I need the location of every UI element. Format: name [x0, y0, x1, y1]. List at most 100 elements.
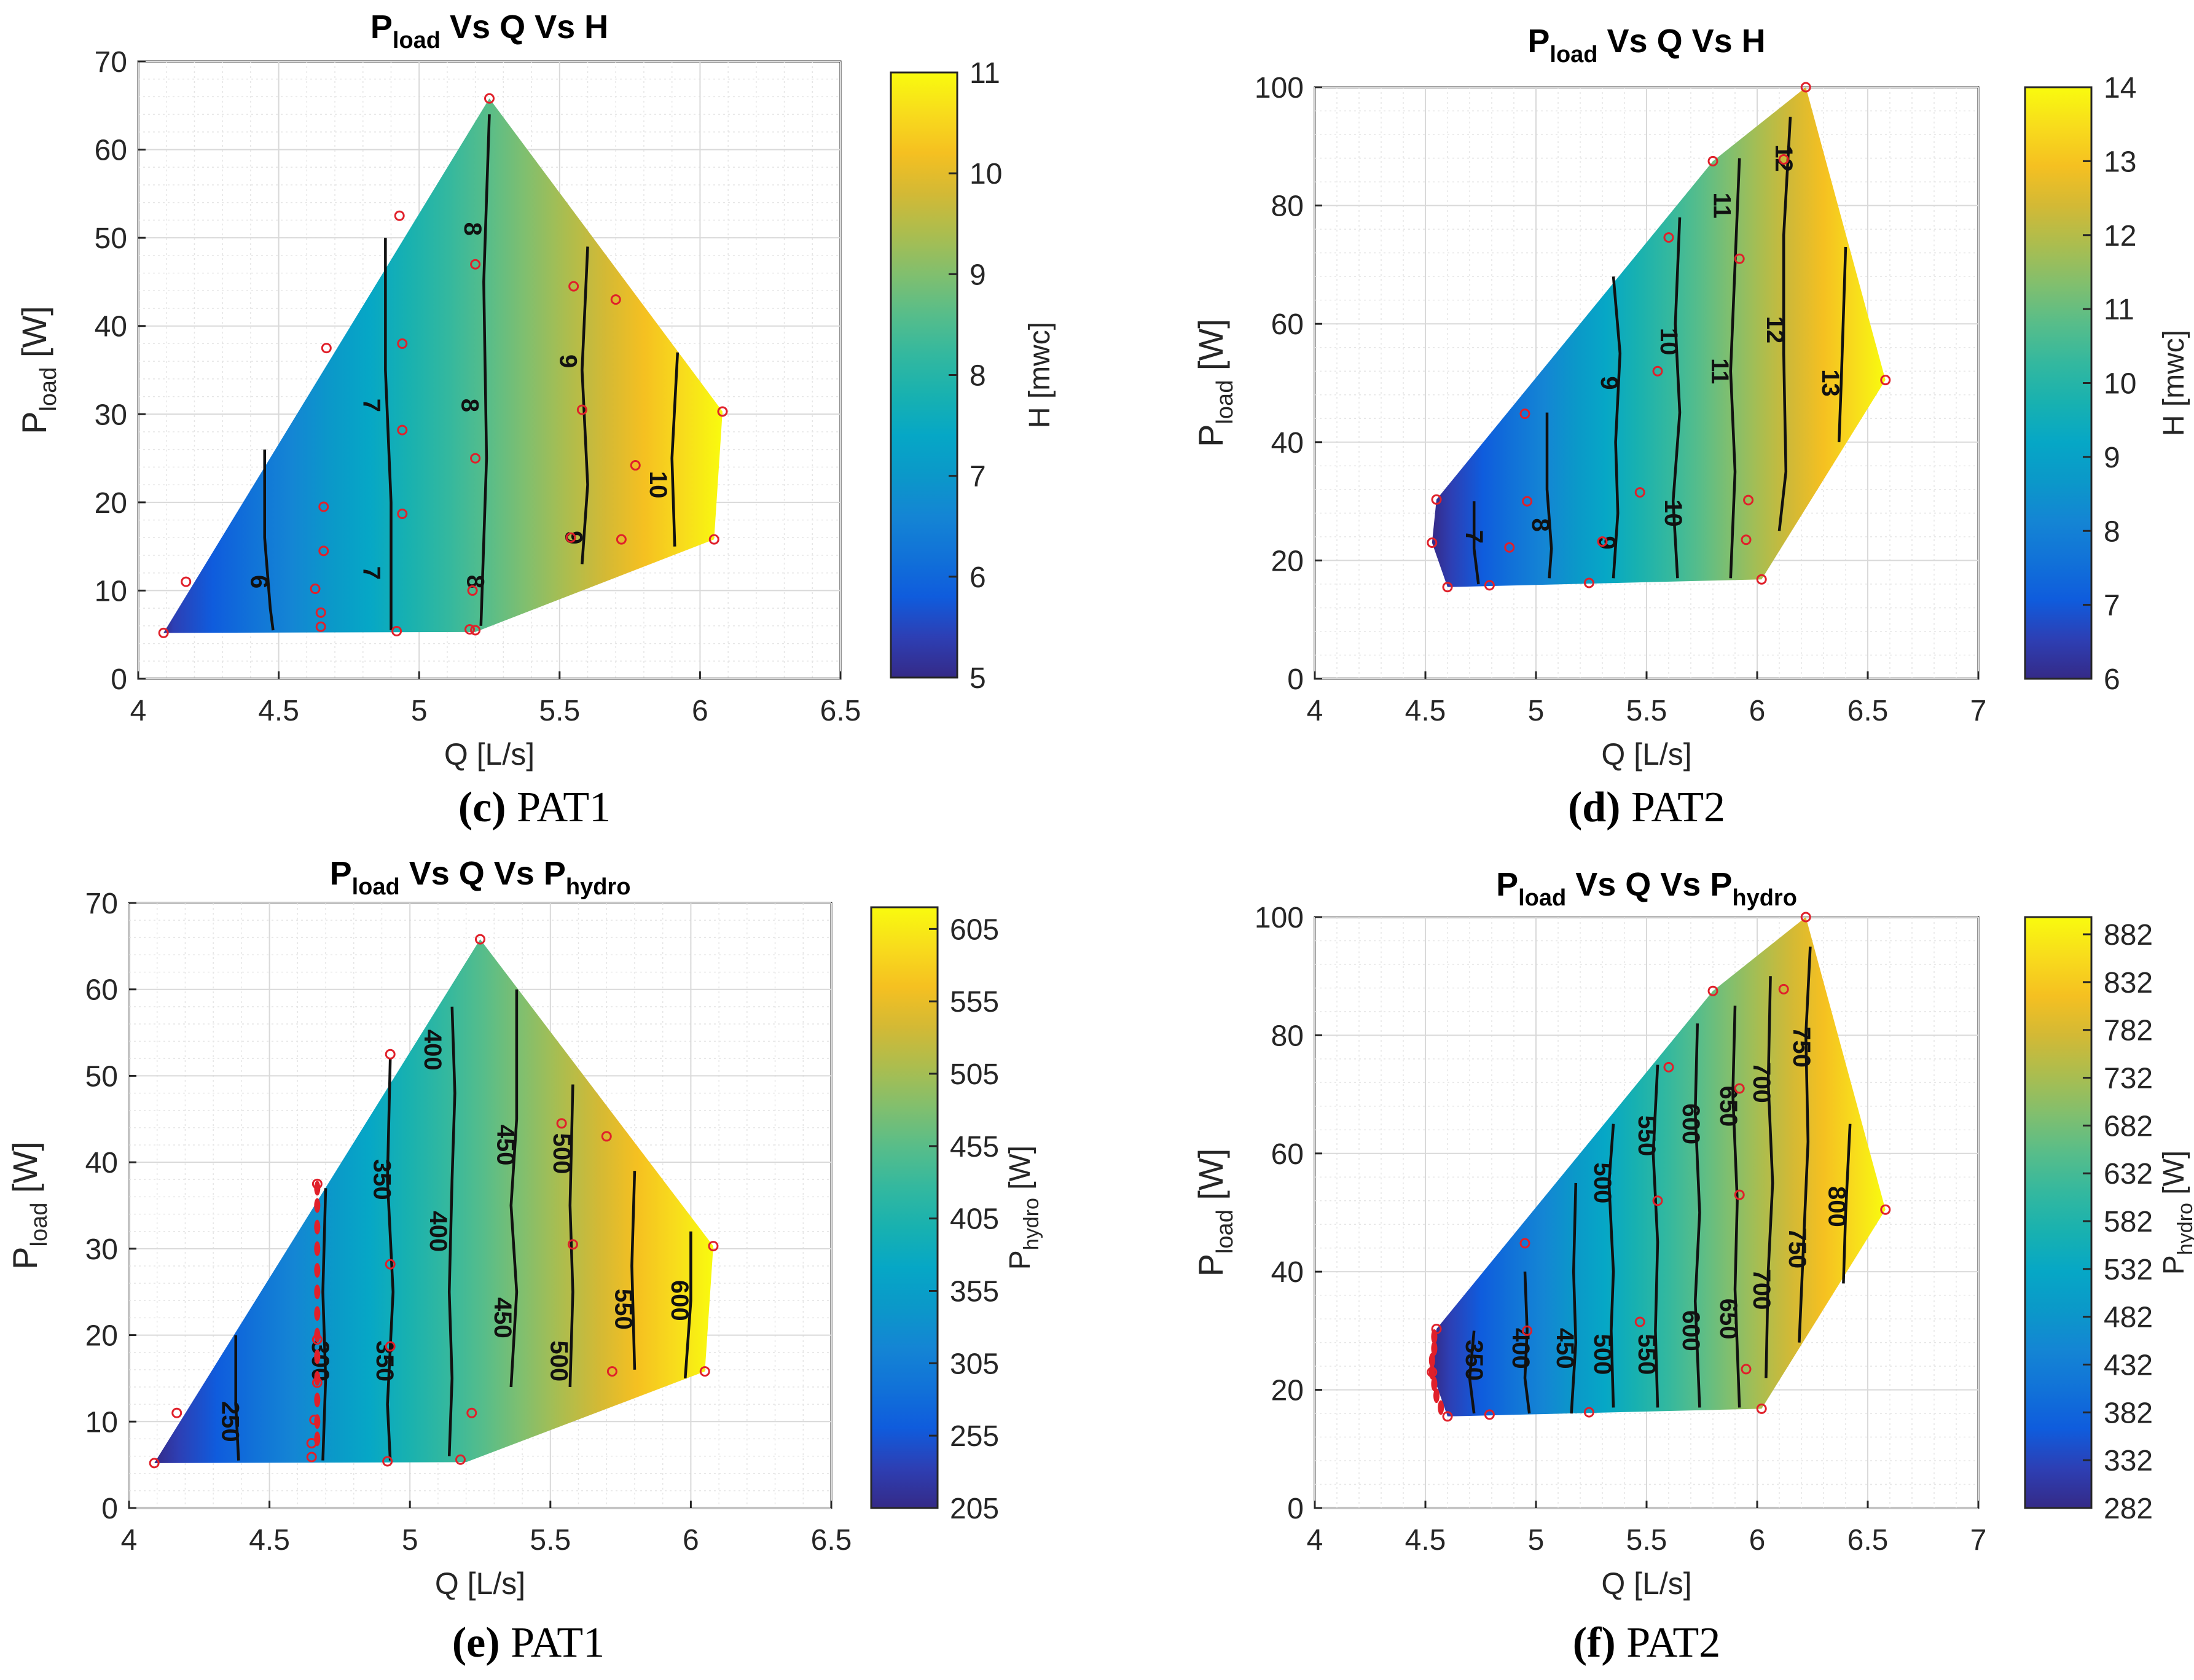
contours-c: 6 7 7 8 8 8 9 9 10: [246, 114, 680, 631]
y-tick-label-d: 40: [1271, 427, 1304, 459]
x-tick-label-e: 4: [121, 1524, 138, 1557]
contour-label-f-550: 550: [1633, 1334, 1660, 1375]
contour-label-e-350: 350: [368, 1159, 395, 1200]
colorbar-tick-label-f: 582: [2104, 1206, 2153, 1238]
panel-f: 350 400 4505005005505506006006506507007007…: [1191, 866, 2194, 1601]
colorbar-tick-label-e: 305: [950, 1348, 999, 1380]
contour-line-f-350: [1468, 1330, 1476, 1414]
contour-line-f-550: [1651, 1065, 1659, 1408]
contour-label-c-10: 10: [644, 471, 672, 499]
data-point-c-24: [630, 460, 641, 471]
x-axis-label-c: Q [L/s]: [444, 737, 535, 772]
data-point-e-14: [475, 934, 485, 945]
data-point-f-15: [1778, 983, 1789, 994]
y-tick-label-e: 50: [85, 1060, 118, 1093]
data-point-d-3: [1484, 580, 1495, 591]
colorbar-tick-label-c: 8: [970, 360, 986, 393]
contour-label-e-400: 400: [425, 1211, 452, 1252]
contour-label-e-450: 450: [492, 1125, 519, 1166]
contour-line-c-8: [479, 114, 491, 626]
title-main: P: [330, 855, 352, 892]
x-tick-label-d: 6.5: [1847, 695, 1889, 727]
red-mark-e-4: [314, 1263, 321, 1278]
data-point-f-2: [1442, 1411, 1453, 1422]
data-point-e-1: [171, 1407, 182, 1418]
x-tick-label-c: 5.5: [539, 695, 580, 727]
data-point-d-17: [1778, 154, 1789, 165]
panel-d: 7 8 9 9 10 10 11 11 12 12 13 4 4.5 5 5.5 6 6.5 7 0 20 40 60 80…: [1191, 23, 2190, 772]
colorbar-tick-label-e: 455: [950, 1131, 999, 1163]
contour-line-c-10: [670, 352, 680, 547]
data-point-e-11: [385, 1341, 396, 1352]
y-axis-label-main: P: [6, 1247, 44, 1270]
data-point-c-12: [397, 509, 408, 520]
contour-line-c-7: [384, 238, 393, 631]
contour-label-d-8: 8: [1527, 518, 1554, 531]
data-point-d-19: [1880, 375, 1891, 386]
contour-label-d-12: 12: [1770, 144, 1797, 172]
data-point-e-15: [556, 1118, 567, 1129]
y-tick-label-f: 20: [1271, 1375, 1304, 1407]
colorbar-tick-label-e: 605: [950, 913, 999, 946]
x-axis-label-e: Q [L/s]: [435, 1566, 525, 1601]
contour-label-e-600: 600: [666, 1280, 693, 1321]
contour-label-c-8: 8: [462, 575, 489, 588]
y-tick-label-d: 60: [1271, 308, 1304, 341]
title-sub2: hydro: [1732, 885, 1797, 911]
y-axis-label-unit: [W]: [15, 306, 53, 367]
data-point-e-5: [311, 1377, 323, 1388]
caption-e-text: PAT1: [500, 1619, 605, 1666]
axes-c: 4 4.5 5 5.5 6 6.5 0 10 20 30 40 50 60 70 Q [L/s] Pload …: [15, 46, 861, 772]
x-tick-label-e: 6: [683, 1524, 699, 1557]
colorbar-bar-e: [870, 906, 939, 1509]
contour-line-e-600: [684, 1231, 692, 1379]
y-tick-label-c: 30: [95, 399, 127, 431]
colorbar-tick-label-f: 682: [2104, 1110, 2153, 1143]
data-point-e-10: [385, 1259, 396, 1270]
contour-label-d-7: 7: [1460, 530, 1487, 544]
contour-line-f-700: [1765, 976, 1774, 1378]
colorbar-bar-c: [890, 71, 958, 679]
grid-e: [128, 902, 832, 1509]
data-point-c-9: [394, 210, 405, 221]
data-point-d-18: [1800, 82, 1811, 93]
data-point-e-19: [699, 1366, 710, 1377]
colorbar-tick-label-d: 9: [2104, 442, 2120, 474]
colorbar-label-main: H [mwc]: [2158, 330, 2190, 436]
chart-title-c: Pload Vs Q Vs H: [370, 9, 608, 53]
caption-c-letter: (c): [458, 784, 506, 831]
contour-label-d-11: 11: [1708, 192, 1735, 218]
y-tick-label-c: 40: [95, 311, 127, 343]
y-tick-label-f: 60: [1271, 1138, 1304, 1171]
data-point-d-4: [1504, 542, 1515, 553]
contour-label-f-700: 700: [1748, 1269, 1775, 1310]
title-sub: load: [393, 28, 441, 53]
data-point-f-6: [1583, 1407, 1594, 1418]
data-point-f-9: [1663, 1061, 1674, 1072]
colorbar-tick-label-f: 332: [2104, 1445, 2153, 1477]
x-tick-label-f: 5: [1528, 1524, 1545, 1557]
y-axis-label-unit: [W]: [1191, 1149, 1230, 1210]
title-main: P: [1527, 23, 1550, 60]
data-point-e-6: [311, 1334, 323, 1345]
contour-line-d-12: [1777, 117, 1792, 531]
colorbar-tick-label-e: 555: [950, 986, 999, 1018]
y-axis-label-main: P: [1191, 1254, 1230, 1276]
x-tick-label-d: 4.5: [1405, 695, 1446, 727]
colorbar-tick-label-d: 7: [2104, 590, 2120, 622]
colorbar-tick-label-f: 732: [2104, 1063, 2153, 1095]
colorbar-tick-label-d: 6: [2104, 663, 2120, 696]
y-tick-label-e: 30: [85, 1233, 118, 1266]
title-main: P: [1496, 866, 1518, 903]
x-tick-label-c: 4: [130, 695, 147, 727]
axes-f: 4 4.5 5 5.5 6 6.5 7 0 20 40 60 80 100 Q [L/s] Pload [W…: [1191, 902, 1986, 1601]
red-mark-e-1: [314, 1198, 321, 1213]
contour-label-f-650: 650: [1715, 1299, 1742, 1340]
title-rest: Vs Q Vs P: [400, 855, 566, 892]
contour-line-e-300: [321, 1188, 327, 1461]
x-tick-label-c: 4.5: [258, 695, 299, 727]
contour-label-f-750: 750: [1788, 1026, 1815, 1068]
data-point-f-14: [1756, 1403, 1767, 1414]
contour-line-e-350: [386, 1058, 395, 1461]
